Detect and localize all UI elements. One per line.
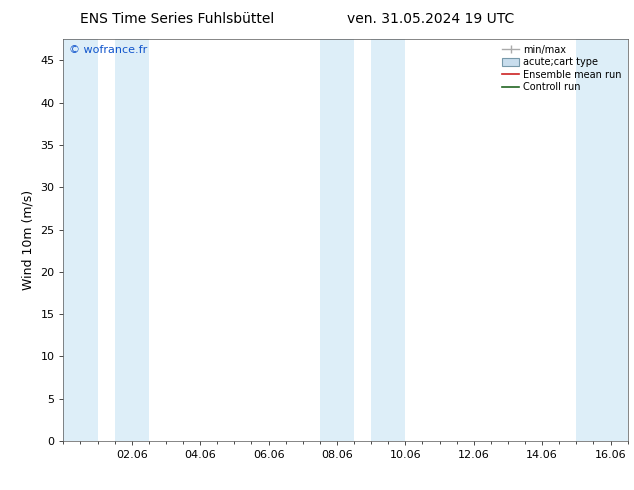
Text: ENS Time Series Fuhlsbüttel: ENS Time Series Fuhlsbüttel bbox=[81, 12, 275, 26]
Bar bbox=[576, 39, 628, 441]
Text: © wofrance.fr: © wofrance.fr bbox=[69, 45, 147, 55]
Bar bbox=[115, 39, 149, 441]
Bar bbox=[320, 39, 354, 441]
Y-axis label: Wind 10m (m/s): Wind 10m (m/s) bbox=[22, 190, 35, 290]
Bar bbox=[63, 39, 98, 441]
Legend: min/max, acute;cart type, Ensemble mean run, Controll run: min/max, acute;cart type, Ensemble mean … bbox=[498, 41, 626, 96]
Bar bbox=[371, 39, 405, 441]
Text: ven. 31.05.2024 19 UTC: ven. 31.05.2024 19 UTC bbox=[347, 12, 515, 26]
